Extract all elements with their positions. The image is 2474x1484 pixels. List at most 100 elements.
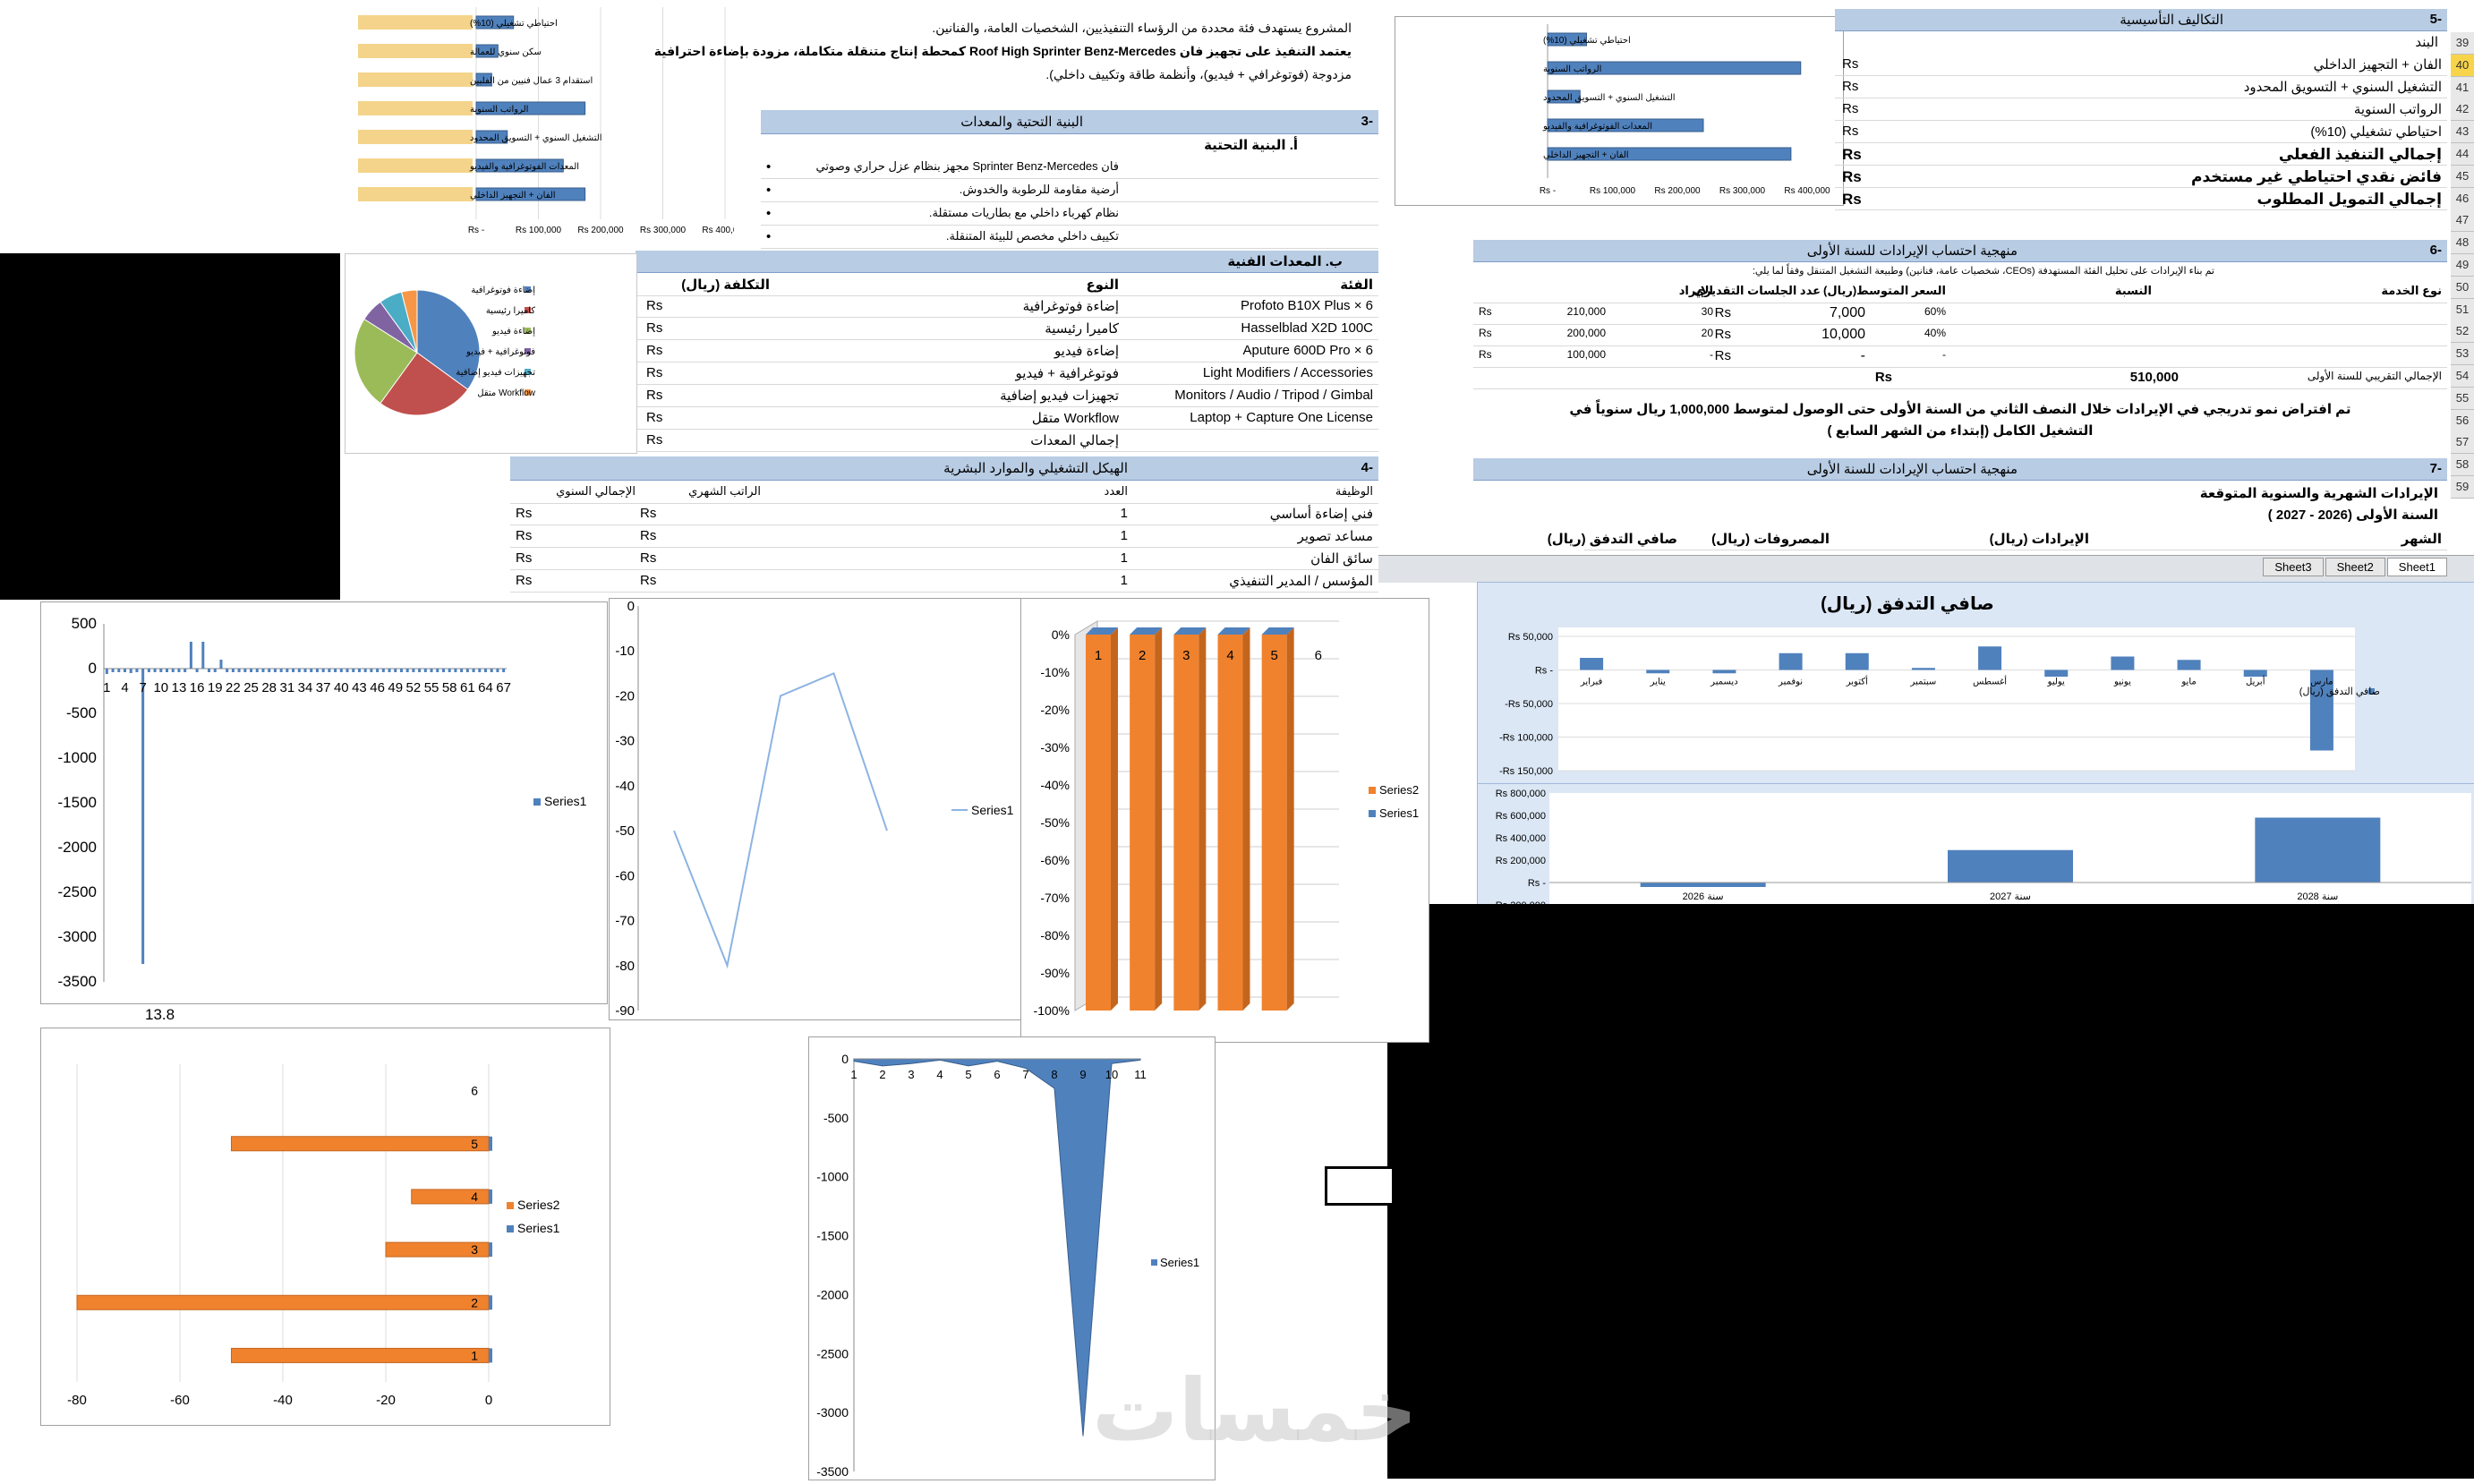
staff-annual: Rs	[516, 528, 533, 543]
category-label: الرواتب السنوية	[1543, 64, 1601, 74]
legend-swatch-series1	[1369, 810, 1376, 817]
tick-label: -Rs 50,000	[1505, 699, 1553, 710]
legend-label: Series1	[971, 803, 1014, 817]
infrastructure-item-text: فان Sprinter Benz-Mercedes مجهز بنظام عز…	[815, 159, 1119, 173]
series1-bar	[448, 669, 451, 672]
pie-slice	[400, 289, 418, 354]
y-tick-label: -70	[615, 914, 635, 929]
section-5-title: التكاليف التأسيسية	[2120, 13, 2223, 28]
bar	[1547, 147, 1792, 161]
setup-cost-currency: Rs	[1842, 124, 1859, 139]
series2-bar-side	[1155, 627, 1163, 1011]
y-tick-label: 0%	[1052, 627, 1070, 642]
legend-swatch	[525, 328, 531, 334]
selected-cell[interactable]	[1325, 1166, 1395, 1206]
equipment-type: Workflow متقل	[1031, 411, 1119, 426]
staff-monthly: Rs	[640, 528, 657, 543]
col-count: العدد	[1104, 484, 1128, 498]
y-tick-label: -60%	[1040, 853, 1070, 867]
x-tick-label: 13	[172, 680, 187, 695]
section-6-note: تم بناء الإيرادات على تحليل الفئة المسته…	[1752, 266, 2214, 277]
sheet-tab[interactable]: Sheet1	[2386, 558, 2447, 576]
series1-bar	[189, 642, 192, 669]
category-label: 4	[1226, 648, 1233, 663]
x-tick-label: 55	[424, 680, 439, 695]
series1-bar	[381, 669, 385, 672]
equipment-type: تجهيزات فيديو إضافية	[1000, 388, 1119, 404]
series2-bar-side	[1242, 627, 1250, 1011]
row-number: 54	[2451, 365, 2474, 388]
y-tick-label: -90	[615, 1003, 635, 1019]
netflow-bar	[2177, 660, 2201, 670]
staff-monthly: Rs	[640, 550, 657, 566]
x-tick-label: -20	[376, 1393, 396, 1408]
x-tick-label: 46	[370, 680, 385, 695]
series1-area	[853, 1058, 1141, 1437]
month-label: ديسمبر	[1710, 678, 1737, 687]
series1-bar	[412, 669, 415, 672]
staff-annual: Rs	[516, 550, 533, 566]
total-currency: Rs	[1874, 370, 1892, 385]
series1-bar	[286, 669, 289, 672]
series1-bar	[226, 669, 229, 672]
category-label: التشغيل السنوي + التسويق المحدود	[470, 133, 602, 143]
month-label: أغسطس	[1973, 676, 2007, 687]
netflow-bar	[2111, 656, 2135, 670]
x-tick-label: 22	[226, 680, 241, 695]
row-number: 57	[2451, 431, 2474, 455]
row-number: 55	[2451, 387, 2474, 410]
x-tick-label: 64	[478, 680, 493, 695]
series1-bar	[489, 1348, 492, 1363]
series1-bar	[418, 669, 422, 672]
equipment-category: Laptop + Capture One License	[1190, 410, 1373, 425]
infrastructure-item: نظام كهرباء داخلي مع بطاريات مستقلة. •	[761, 203, 1378, 226]
staff-count: 1	[1120, 528, 1128, 543]
category-label: 2	[1139, 648, 1146, 663]
setup-cost-item: فائض نقدي احتياطي غير مستخدم	[2191, 168, 2442, 185]
series1-bar	[394, 669, 397, 672]
series1-bar	[292, 669, 295, 672]
x-tick-label: 5	[965, 1068, 971, 1081]
tick-label: Rs -	[1535, 666, 1554, 677]
series1-bar	[141, 669, 145, 964]
series1-bar	[117, 669, 121, 672]
equipment-pie-chart: إضاءة فوتوغرافية كاميرا رئيسية إضاءة فيديو…	[345, 253, 637, 454]
series1-bar	[261, 669, 265, 672]
sheet-tab[interactable]: Sheet2	[2325, 558, 2385, 576]
month-label: سبتمبر	[1910, 678, 1937, 687]
tick-label: Rs 50,000	[1508, 632, 1553, 643]
revenue-pct: 40%	[1924, 327, 1946, 339]
sheet-tab[interactable]: Sheet3	[2263, 558, 2324, 576]
series1-bar	[489, 1136, 492, 1151]
series2-bar	[231, 1136, 490, 1152]
label-bg	[358, 72, 473, 87]
x-tick-label: 0	[485, 1393, 492, 1408]
series1-bar	[195, 669, 199, 672]
equipment-type: إضاءة فيديو	[1054, 344, 1119, 359]
revenue-row: - - Rs -100,000 Rs	[1473, 345, 2447, 368]
infrastructure-item: تكييف داخلي مخصص للبيئة المتنقلة. •	[761, 226, 1378, 249]
pie-slice	[380, 352, 469, 416]
pie-slice	[416, 289, 481, 390]
series1-bar	[363, 669, 367, 672]
y-tick-label: -3500	[58, 973, 97, 990]
bar	[1547, 90, 1581, 104]
staff-job: فني إضاءة أساسي	[1269, 507, 1373, 522]
equipment-row: Hasselblad X2D 100C كاميرا رئيسية Rs	[636, 318, 1378, 340]
series1-bar	[171, 669, 175, 672]
tick-label: Rs -	[468, 226, 484, 235]
equipment-cost: Rs	[646, 298, 663, 313]
x-tick-label: 37	[316, 680, 331, 695]
horizontal-bar-chart: -80 -60 -40 -20 0 1 2 3 4 5 6 Series2 Series1	[40, 1028, 610, 1426]
y-tick-label: -3000	[816, 1405, 849, 1420]
series1-bar	[496, 669, 499, 672]
category-label: احتياطي تشغيلي (10%)	[470, 19, 558, 29]
infrastructure-item: فان Sprinter Benz-Mercedes مجهز بنظام عز…	[761, 157, 1378, 179]
section-4-table: -4 الهيكل التشغيلي والموارد البشرية الوظ…	[510, 456, 1378, 593]
x-tick-label: 67	[496, 680, 511, 695]
series1-bar	[250, 669, 253, 672]
setup-cost-currency: Rs	[1842, 101, 1859, 116]
equipment-type: فوتوغرافية + فيديو	[1015, 366, 1119, 381]
x-tick-label: -60	[170, 1393, 190, 1408]
series1-bar	[357, 669, 361, 672]
